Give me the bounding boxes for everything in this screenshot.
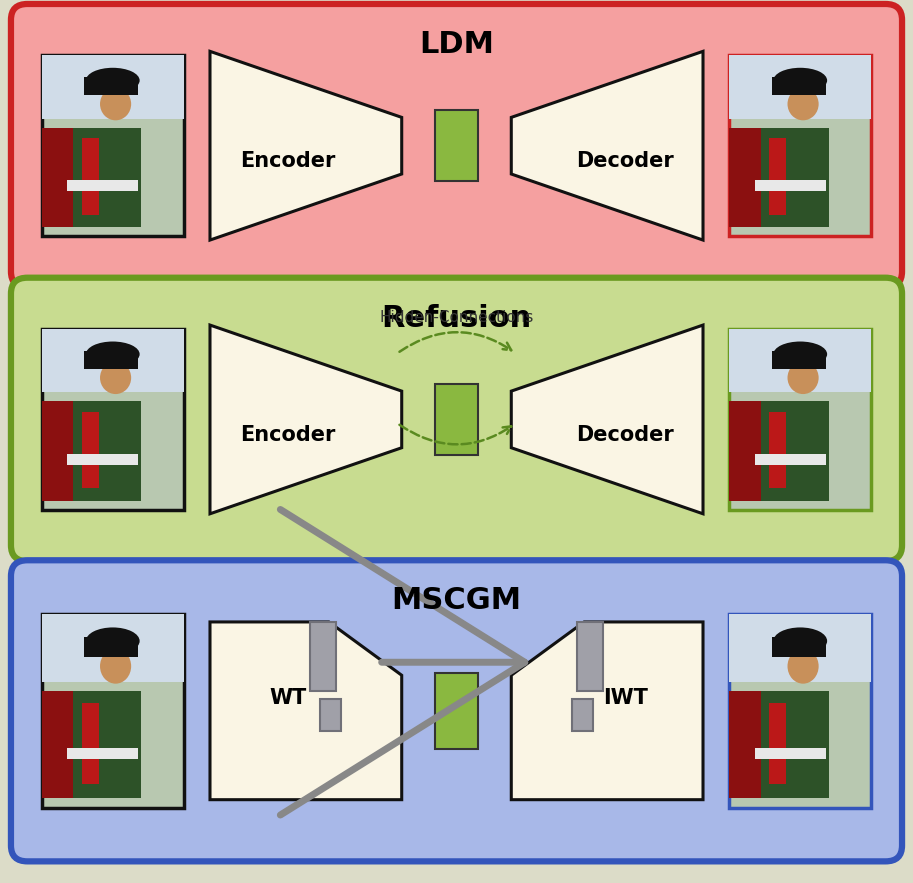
Bar [42, 614, 184, 682]
Text: IWT: IWT [603, 688, 648, 707]
Bar [42, 55, 184, 118]
Bar [729, 691, 761, 798]
Bar [81, 703, 99, 784]
Bar [85, 638, 138, 657]
Bar [750, 401, 828, 501]
Bar [729, 401, 761, 501]
Ellipse shape [100, 649, 131, 683]
Bar [729, 55, 871, 237]
Bar [435, 384, 478, 455]
Ellipse shape [788, 649, 819, 683]
Ellipse shape [86, 342, 140, 366]
Bar [68, 748, 138, 759]
Polygon shape [577, 622, 603, 691]
Bar [42, 328, 184, 510]
Bar [729, 614, 871, 808]
Polygon shape [511, 51, 703, 240]
Polygon shape [320, 698, 341, 731]
FancyBboxPatch shape [11, 4, 902, 288]
Bar [771, 638, 825, 657]
Ellipse shape [86, 628, 140, 654]
Text: WT: WT [269, 688, 306, 707]
FancyBboxPatch shape [11, 561, 902, 862]
Bar [729, 614, 871, 682]
Bar [729, 328, 871, 510]
Text: Refusion: Refusion [382, 304, 531, 333]
Bar [42, 328, 184, 392]
Bar [42, 614, 184, 808]
Ellipse shape [773, 342, 827, 366]
Bar [42, 691, 73, 798]
Bar [729, 328, 871, 392]
Bar [769, 412, 786, 488]
Bar [755, 748, 825, 759]
Bar [435, 673, 478, 749]
Polygon shape [310, 622, 336, 691]
Bar [63, 401, 142, 501]
Text: Decoder: Decoder [576, 151, 675, 170]
Text: Encoder: Encoder [240, 425, 335, 444]
Polygon shape [210, 622, 402, 800]
Bar [755, 180, 825, 191]
Text: Decoder: Decoder [576, 425, 675, 444]
Bar [81, 139, 99, 215]
Ellipse shape [100, 361, 131, 394]
Bar [435, 110, 478, 181]
Bar [68, 180, 138, 191]
Bar [755, 454, 825, 464]
Bar [42, 127, 73, 227]
Ellipse shape [788, 361, 819, 394]
Bar [63, 691, 142, 798]
Polygon shape [210, 325, 402, 514]
Bar [769, 139, 786, 215]
Ellipse shape [100, 87, 131, 120]
FancyArrowPatch shape [400, 332, 511, 351]
Bar [42, 401, 73, 501]
Polygon shape [210, 51, 402, 240]
Bar [729, 55, 871, 118]
Text: LDM: LDM [419, 30, 494, 59]
Bar [771, 77, 825, 95]
Bar [63, 127, 142, 227]
FancyArrowPatch shape [280, 509, 525, 815]
Text: Hidden-Connections: Hidden-Connections [379, 310, 534, 325]
Polygon shape [511, 622, 703, 800]
FancyBboxPatch shape [11, 277, 902, 562]
Bar [42, 55, 184, 237]
Text: MSCGM: MSCGM [392, 586, 521, 615]
Ellipse shape [773, 68, 827, 93]
Ellipse shape [788, 87, 819, 120]
Polygon shape [511, 325, 703, 514]
Bar [85, 351, 138, 369]
Ellipse shape [86, 68, 140, 93]
Bar [68, 454, 138, 464]
Polygon shape [572, 698, 593, 731]
Bar [771, 351, 825, 369]
FancyArrowPatch shape [400, 425, 511, 444]
Text: Encoder: Encoder [240, 151, 335, 170]
Ellipse shape [773, 628, 827, 654]
Bar [85, 77, 138, 95]
Bar [750, 127, 828, 227]
Bar [769, 703, 786, 784]
Bar [729, 127, 761, 227]
Bar [81, 412, 99, 488]
Bar [750, 691, 828, 798]
